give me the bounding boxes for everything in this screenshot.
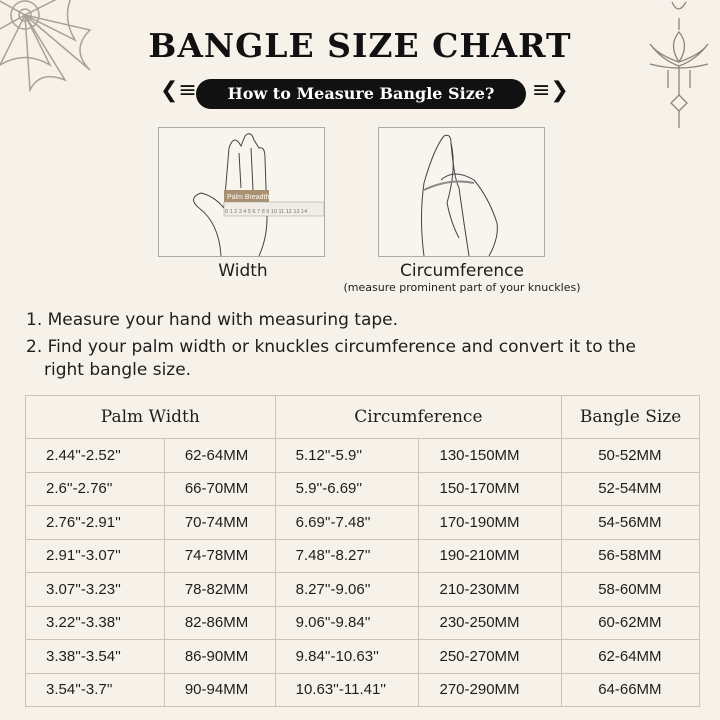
palm-width-mm-cell: 74-78MM xyxy=(163,538,276,573)
palm-width-mm-cell: 86-90MM xyxy=(163,639,276,674)
hand-circumference-icon xyxy=(421,134,498,257)
bangle-size-cell: 58-60MM xyxy=(561,572,700,607)
left-flourish-icon: ❮≡ xyxy=(160,78,197,103)
circumference-inches-cell: 9.84''-10.63'' xyxy=(274,639,420,674)
palm-width-inches-cell: 3.38''-3.54'' xyxy=(25,639,165,674)
circumference-mm-cell: 130-150MM xyxy=(418,438,563,473)
bangle-size-cell: 54-56MM xyxy=(561,505,700,540)
step-1: 1. Measure your hand with measuring tape… xyxy=(26,310,399,330)
ruler-label: Palm Breadth xyxy=(227,194,270,201)
circumference-inches-cell: 9.06''-9.84'' xyxy=(274,605,420,640)
circumference-inches-cell: 5.12''-5.9'' xyxy=(274,438,420,473)
table-row: 2.76''-2.91'' 70-74MM 6.69''-7.48'' 170-190… xyxy=(25,505,700,540)
table-row: 2.6''-2.76'' 66-70MM 5.9''-6.69'' 150-170MM… xyxy=(25,471,700,506)
right-flourish-icon: ≡❯ xyxy=(532,78,569,103)
palm-width-mm-cell: 78-82MM xyxy=(163,572,276,607)
table-row: 3.38''-3.54'' 86-90MM 9.84''-10.63'' 250-27… xyxy=(25,639,700,674)
circumference-mm-cell: 230-250MM xyxy=(418,605,563,640)
circumference-mm-cell: 170-190MM xyxy=(418,505,563,540)
circumference-mm-cell: 250-270MM xyxy=(418,639,563,674)
palm-width-mm-cell: 70-74MM xyxy=(163,505,276,540)
circumference-mm-cell: 150-170MM xyxy=(418,471,563,506)
bangle-size-cell: 50-52MM xyxy=(561,438,700,473)
circumference-mm-cell: 210-230MM xyxy=(418,572,563,607)
circumference-note: (measure prominent part of your knuckles… xyxy=(343,281,581,294)
table-row: 3.07''-3.23'' 78-82MM 8.27''-9.06'' 210-230… xyxy=(25,572,700,607)
circumference-inches-cell: 5.9''-6.69'' xyxy=(274,471,420,506)
subtitle-banner: How to Measure Bangle Size? xyxy=(196,79,526,109)
table-row: 2.91''-3.07'' 74-78MM 7.48''-8.27'' 190-210… xyxy=(25,538,700,573)
palm-width-mm-cell: 82-86MM xyxy=(163,605,276,640)
header-palm-width: Palm Width xyxy=(25,395,276,439)
size-table: Palm Width Circumference Bangle Size 2.4… xyxy=(25,395,700,707)
palm-width-mm-cell: 90-94MM xyxy=(163,672,276,707)
circumference-caption: Circumference xyxy=(400,261,524,281)
circumference-mm-cell: 270-290MM xyxy=(418,672,563,707)
circumference-inches-cell: 6.69''-7.48'' xyxy=(274,505,420,540)
palm-width-mm-cell: 62-64MM xyxy=(163,438,276,473)
circumference-inches-cell: 7.48''-8.27'' xyxy=(274,538,420,573)
bangle-size-cell: 52-54MM xyxy=(561,471,700,506)
width-caption: Width xyxy=(218,261,268,281)
bangle-size-cell: 60-62MM xyxy=(561,605,700,640)
circumference-inches-cell: 8.27''-9.06'' xyxy=(274,572,420,607)
palm-width-inches-cell: 2.44''-2.52'' xyxy=(25,438,165,473)
step-2: 2. Find your palm width or knuckles circ… xyxy=(26,337,636,357)
lotus-mandala-decoration-icon xyxy=(0,0,92,93)
palm-width-inches-cell: 3.07''-3.23'' xyxy=(25,572,165,607)
hanging-lotus-decoration-icon xyxy=(649,1,709,128)
palm-width-inches-cell: 2.76''-2.91'' xyxy=(25,505,165,540)
table-row: 3.54''-3.7'' 90-94MM 10.63''-11.41'' 270-29… xyxy=(25,672,700,707)
bangle-size-cell: 64-66MM xyxy=(561,672,700,707)
bangle-size-cell: 62-64MM xyxy=(561,639,700,674)
step-2-continued: right bangle size. xyxy=(44,360,192,380)
table-header-row: Palm Width Circumference Bangle Size xyxy=(25,395,700,439)
hand-width-icon: Palm Breadth 0 1 2 3 4 5 6 7 8 9 10 11 1… xyxy=(193,133,325,257)
ruler-ticks: 0 1 2 3 4 5 6 7 8 9 10 11 12 13 14 xyxy=(225,209,307,215)
knuckle-circumference-illustration xyxy=(378,127,545,257)
palm-width-inches-cell: 3.22''-3.38'' xyxy=(25,605,165,640)
palm-width-illustration: Palm Breadth 0 1 2 3 4 5 6 7 8 9 10 11 1… xyxy=(158,127,325,257)
table-row: 3.22''-3.38'' 82-86MM 9.06''-9.84'' 230-250… xyxy=(25,605,700,640)
table-row: 2.44''-2.52'' 62-64MM 5.12''-5.9'' 130-150M… xyxy=(25,438,700,473)
circumference-mm-cell: 190-210MM xyxy=(418,538,563,573)
palm-width-inches-cell: 3.54''-3.7'' xyxy=(25,672,165,707)
bangle-size-cell: 56-58MM xyxy=(561,538,700,573)
circumference-inches-cell: 10.63''-11.41'' xyxy=(274,672,420,707)
palm-width-mm-cell: 66-70MM xyxy=(163,471,276,506)
page-title: BANGLE SIZE CHART xyxy=(148,26,572,65)
header-bangle-size: Bangle Size xyxy=(561,395,700,439)
palm-width-inches-cell: 2.6''-2.76'' xyxy=(25,471,165,506)
palm-width-inches-cell: 2.91''-3.07'' xyxy=(25,538,165,573)
header-circumference: Circumference xyxy=(274,395,563,439)
